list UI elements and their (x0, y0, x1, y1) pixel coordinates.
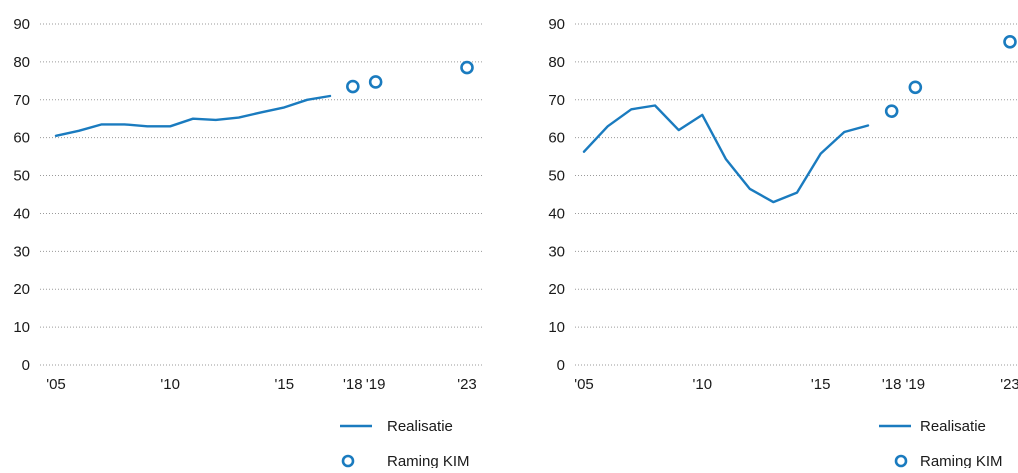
y-tick-label-right-6: 60 (548, 130, 565, 147)
y-tick-label-left-7: 70 (13, 92, 30, 109)
legend-marker-icon-right (894, 454, 908, 468)
marker-raming-right-0 (884, 104, 899, 118)
marker-raming-left-0 (346, 79, 360, 94)
x-tick-label-right-4: '19 (906, 376, 926, 393)
series-line-realisatie-left (54, 94, 332, 138)
x-tick-label-right-1: '10 (693, 376, 713, 393)
y-tick-label-right-3: 30 (548, 243, 565, 260)
chart-left: 0 10 20 30 40 50 60 70 80 90 '05 '10 '15 '18'19 '23 Rea… (0, 0, 500, 470)
x-tick-label-left-0: '05 (46, 376, 66, 393)
y-tick-label-right-4: 40 (548, 205, 565, 222)
legend-label-realisatie-left: Realisatie (387, 418, 453, 435)
chart-left-svg: 0 10 20 30 40 50 60 70 80 90 '05 '10 '15 '18'19 '23 Rea… (13, 16, 484, 470)
x-tick-label-right-2: '15 (811, 376, 831, 393)
y-tick-label-left-6: 60 (13, 130, 30, 147)
x-tick-label-left-4: '19 (366, 376, 386, 393)
marker-raming-left-1 (368, 75, 383, 89)
y-tick-label-left-0: 0 (22, 357, 30, 374)
marker-raming-left-2 (460, 60, 474, 75)
y-tick-label-right-5: 50 (548, 168, 565, 185)
marker-raming-right-1 (908, 80, 923, 95)
x-tick-label-right-3: '18 (882, 376, 902, 393)
y-tick-label-right-1: 10 (548, 319, 565, 336)
marker-raming-right-2 (1003, 35, 1017, 49)
y-tick-label-left-9: 90 (13, 16, 30, 33)
legend-label-realisatie-right: Realisatie (920, 418, 986, 435)
x-tick-label-left-1: '10 (160, 376, 180, 393)
y-tick-label-right-8: 80 (548, 54, 565, 71)
chart-right-svg: 0 10 20 30 40 50 60 70 80 90 '05 '10 '15 '18'19 '23 Rea… (548, 16, 1018, 470)
series-line-realisatie-right (582, 104, 870, 204)
y-tick-label-right-7: 70 (548, 92, 565, 109)
legend-label-raming-left: Raming KIM (387, 453, 470, 468)
y-tick-label-left-4: 40 (13, 205, 30, 222)
y-tick-label-right-2: 20 (548, 281, 565, 298)
legend-label-raming-right: Raming KIM (920, 453, 1003, 468)
y-tick-label-left-5: 50 (13, 168, 30, 185)
x-tick-label-right-5: '23 (1000, 376, 1018, 393)
chart-right: 0 10 20 30 40 50 60 70 80 90 '05 '10 '15 '18'19 '23 Rea… (535, 0, 1018, 470)
x-tick-label-left-3: '18 (343, 376, 363, 393)
y-tick-label-right-9: 90 (548, 16, 565, 33)
y-tick-label-left-1: 10 (13, 319, 30, 336)
x-tick-label-right-0: '05 (574, 376, 594, 393)
x-tick-label-left-5: '23 (457, 376, 477, 393)
y-tick-label-left-8: 80 (13, 54, 30, 71)
y-tick-label-left-3: 30 (13, 243, 30, 260)
y-tick-label-right-0: 0 (557, 357, 565, 374)
y-tick-label-left-2: 20 (13, 281, 30, 298)
legend-marker-icon-left (341, 454, 355, 468)
x-tick-label-left-2: '15 (275, 376, 295, 393)
